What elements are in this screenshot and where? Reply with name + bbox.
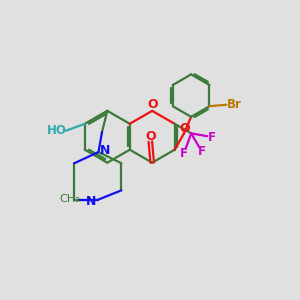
Text: CH₃: CH₃ (59, 194, 80, 204)
Text: F: F (180, 147, 188, 160)
Text: N: N (100, 144, 110, 157)
Text: O: O (145, 130, 156, 143)
Text: HO: HO (47, 124, 67, 137)
Text: Br: Br (227, 98, 242, 111)
Text: O: O (180, 122, 190, 135)
Text: O: O (148, 98, 158, 111)
Text: N: N (86, 195, 97, 208)
Text: F: F (198, 145, 206, 158)
Text: F: F (208, 130, 216, 143)
